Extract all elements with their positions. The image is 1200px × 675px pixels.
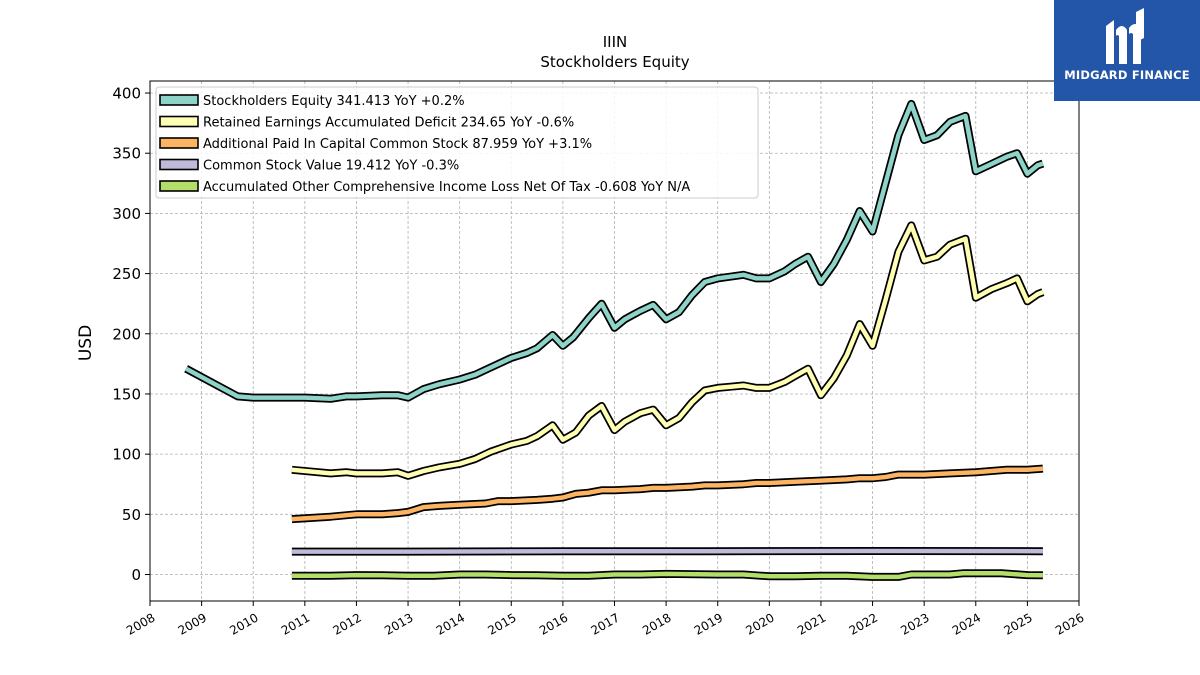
series-line-3 (291, 548, 1043, 554)
x-tick-label: 2023 (898, 610, 931, 637)
y-tick-label: 0 (131, 566, 141, 584)
legend-label: Stockholders Equity 341.413 YoY +0.2% (203, 94, 465, 109)
legend-box (155, 86, 759, 199)
x-tick-label: 2025 (1001, 610, 1034, 637)
x-tick-label: 2026 (1053, 610, 1086, 637)
x-tick-label: 2019 (692, 610, 725, 637)
legend-swatch (159, 94, 199, 106)
x-tick-label: 2021 (795, 610, 828, 637)
series-line-2 (291, 466, 1044, 522)
y-axis-label: USD (76, 325, 96, 361)
x-tick-label: 2020 (743, 610, 776, 637)
y-tick-label: 50 (122, 506, 141, 524)
x-tick-label: 2015 (485, 610, 518, 637)
legend-label: Retained Earnings Accumulated Deficit 23… (203, 116, 574, 131)
x-tick-label: 2022 (847, 610, 880, 637)
y-tick-label: 350 (112, 145, 141, 163)
series-line-outline-1 (291, 221, 1045, 480)
x-tick-label: 2017 (589, 610, 622, 637)
y-tick-label: 150 (112, 385, 141, 403)
x-tick-label: 2016 (537, 610, 570, 637)
y-tick-label: 100 (112, 446, 141, 464)
x-tick-label: 2011 (279, 610, 312, 637)
x-tick-label: 2010 (227, 610, 260, 637)
series-line-0 (185, 101, 1044, 402)
x-tick-label: 2018 (640, 610, 673, 637)
brand-name: MIDGARD FINANCE (1064, 68, 1190, 82)
x-tick-label: 2013 (382, 610, 415, 637)
x-tick-label: 2012 (330, 610, 363, 637)
legend-swatch (159, 137, 199, 149)
brand-logo: MIDGARD FINANCE (1054, 0, 1200, 101)
legend-swatch (159, 115, 199, 128)
x-tick-label: 2014 (434, 610, 467, 637)
plot-area (184, 99, 1045, 581)
legend-swatch (159, 158, 199, 171)
x-tick-label: 2009 (176, 610, 209, 637)
chart-subtitle: Stockholders Equity (540, 53, 689, 71)
x-tick-label: 2008 (124, 610, 157, 637)
midgard-logo-icon (1106, 8, 1144, 64)
legend-swatch (159, 180, 199, 192)
chart-title: IIIN (603, 33, 628, 51)
legend: Stockholders Equity 341.413 YoY +0.2% Ret… (155, 86, 759, 199)
legend-label: Common Stock Value 19.412 YoY -0.3% (203, 159, 459, 174)
series-line-1 (291, 223, 1044, 479)
series-line-4 (291, 571, 1043, 580)
legend-label: Accumulated Other Comprehensive Income L… (203, 180, 690, 195)
y-tick-label: 200 (112, 325, 141, 343)
y-tick-label: 250 (112, 265, 141, 283)
y-tick-label: 400 (112, 85, 141, 103)
legend-label: Additional Paid In Capital Common Stock … (203, 137, 592, 152)
x-tick-label: 2024 (950, 610, 983, 637)
y-tick-label: 300 (112, 205, 141, 223)
